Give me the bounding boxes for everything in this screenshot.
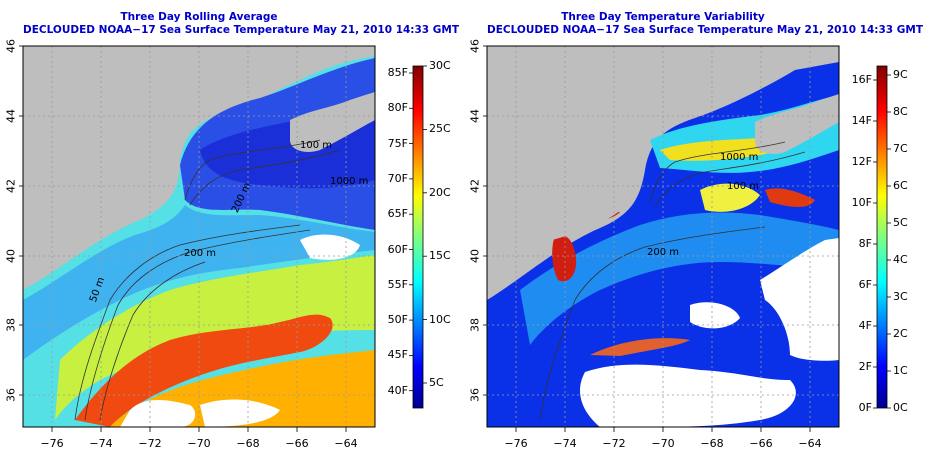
left-colorbar-f-label: 60F (387, 242, 408, 256)
right-x-tick-label: −72 (602, 437, 626, 450)
right-contour-label-1000m: 1000 m (720, 152, 759, 163)
left-y-tick-label: 36 (4, 388, 18, 402)
right-x-tick-label: −68 (700, 437, 724, 450)
right-colorbar-f-label: 0F (858, 401, 872, 414)
left-nodata-3 (200, 399, 280, 427)
left-y-tick-label: 46 (4, 39, 18, 53)
left-gulf-stream (75, 314, 333, 427)
left-title-line2: DECLOUDED NOAA−17 Sea Surface Temperatur… (23, 24, 460, 36)
right-colorbar-f-label: 4F (858, 319, 872, 332)
right-x-tick-label: −76 (504, 437, 528, 450)
left-colorbar-c-label: 25C (429, 122, 451, 136)
left-colorbar-f-label: 80F (387, 101, 408, 115)
right-red-front-3 (765, 188, 815, 207)
left-colorbar-c-label: 20C (429, 185, 451, 199)
right-x-tick-label: −64 (798, 437, 822, 450)
left-landmass-north (23, 46, 375, 268)
right-colorbar-c-label: 6C (893, 179, 908, 192)
left-x-tick-label: −70 (187, 437, 211, 450)
left-colorbar-f-label: 50F (387, 313, 408, 327)
right-contour-label-100m: 100 m (727, 181, 760, 192)
right-nodata-1 (580, 364, 796, 427)
left-colorbar-f-label: 45F (387, 348, 408, 362)
right-y-tick-label: 42 (468, 179, 482, 193)
left-nodata-1 (120, 400, 196, 427)
left-y-tick-label: 40 (4, 249, 18, 263)
right-x-tick-label: −70 (651, 437, 675, 450)
left-x-tick-label: −76 (40, 437, 64, 450)
left-y-tick-label: 42 (4, 179, 18, 193)
left-x-tick-label: −74 (89, 437, 113, 450)
right-colorbar-f-label: 8F (858, 237, 872, 250)
left-colorbar-f-label: 40F (387, 383, 408, 397)
left-x-tick-label: −66 (285, 437, 309, 450)
left-colorbar-f-label: 65F (387, 207, 408, 221)
left-nodata-2 (300, 234, 360, 260)
right-nodata-2 (760, 238, 839, 361)
right-nodata-3 (690, 302, 740, 329)
right-colorbar (876, 65, 888, 409)
right-graticule (487, 46, 839, 427)
right-y-tick-label: 44 (468, 109, 482, 123)
left-x-tick-label: −64 (334, 437, 358, 450)
right-colorbar-f-label: 12F (851, 155, 872, 168)
left-x-tick-label: −68 (236, 437, 260, 450)
left-colorbar-f-label: 70F (387, 171, 408, 185)
right-colorbar-c-label: 8C (893, 105, 908, 118)
left-graticule (23, 46, 375, 427)
right-colorbar-c-label: 2C (893, 327, 908, 340)
right-colorbar-f-label: 14F (851, 114, 872, 127)
right-colorbar-f-label: 2F (858, 360, 872, 373)
right-x-tick-label: −66 (749, 437, 773, 450)
right-contour-label-200m: 200 m (647, 247, 680, 258)
left-bathymetry-contours (74, 139, 341, 421)
axis-tick-marks (19, 45, 891, 432)
left-contour-label-200m-a: 200 m (184, 248, 217, 259)
right-colorbar-c-label: 5C (893, 216, 908, 229)
right-landmass-north (487, 46, 839, 270)
left-contour-label-1000m: 1000 m (330, 176, 369, 187)
right-y-tick-label: 46 (468, 39, 482, 53)
right-nova-scotia (755, 94, 839, 154)
right-mid-variability (520, 212, 839, 345)
left-y-tick-label: 38 (4, 318, 18, 332)
right-title-line2: DECLOUDED NOAA−17 Sea Surface Temperatur… (487, 24, 924, 36)
left-colorbar-c-label: 30C (429, 59, 451, 72)
left-title-line1: Three Day Rolling Average (120, 11, 278, 23)
right-colorbar-f-label: 16F (851, 73, 872, 86)
right-colorbar-f-label: 10F (851, 196, 872, 209)
left-colorbar-c-label: 15C (429, 249, 451, 263)
left-colorbar-f-label: 85F (387, 66, 408, 79)
right-colorbar-c-label: 3C (893, 290, 908, 303)
right-colorbar-c-label: 7C (893, 142, 908, 155)
left-colorbar-f-label: 75F (387, 136, 408, 150)
right-colorbar-c-label: 0C (893, 401, 908, 414)
right-y-tick-label: 38 (468, 318, 482, 332)
right-yellow-front (700, 183, 760, 212)
left-colorbar-c-label: 10C (429, 312, 451, 326)
left-contour-label-100m: 100 m (300, 140, 333, 151)
left-x-tick-label: −72 (138, 437, 162, 450)
right-y-tick-label: 40 (468, 249, 482, 263)
left-shelf-light (23, 205, 375, 360)
left-map (23, 46, 375, 427)
right-colorbar-c-label: 9C (893, 68, 908, 81)
left-y-tick-label: 44 (4, 109, 18, 123)
right-y-tick-label: 36 (468, 388, 482, 402)
right-red-front-2 (552, 234, 577, 282)
left-colorbar (412, 65, 424, 409)
right-x-tick-label: −74 (553, 437, 577, 450)
left-nova-scotia (290, 92, 375, 152)
right-gulf-stream-streak (590, 338, 690, 356)
left-colorbar-f-label: 55F (387, 277, 408, 291)
right-colorbar-c-label: 4C (893, 253, 908, 266)
right-colorbar-c-label: 1C (893, 364, 908, 377)
right-title-line1: Three Day Temperature Variability (561, 11, 765, 23)
left-colorbar-c-label: 5C (429, 376, 444, 389)
right-map (487, 46, 839, 427)
right-colorbar-f-label: 6F (858, 278, 872, 291)
right-bathymetry-contours (539, 141, 806, 421)
